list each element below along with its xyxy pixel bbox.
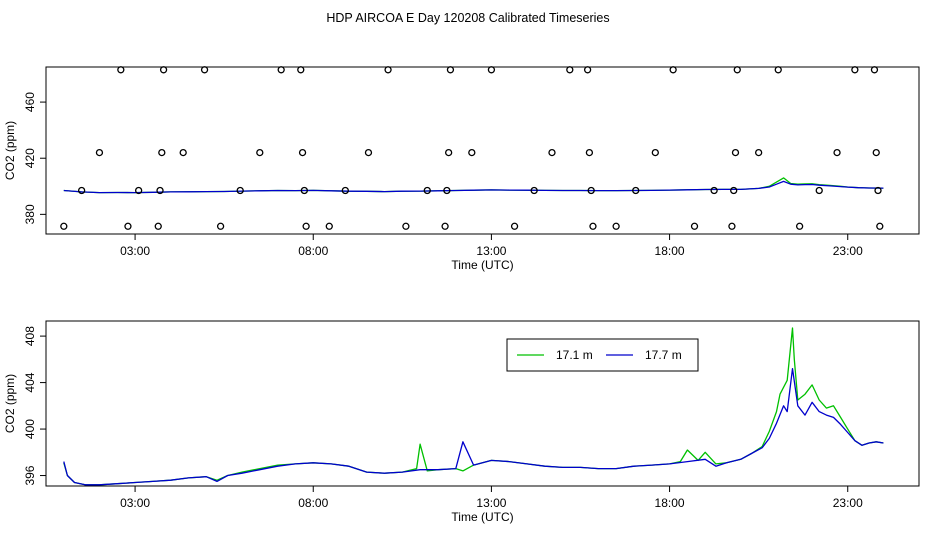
data-point xyxy=(583,66,592,74)
data-point xyxy=(755,148,763,157)
data-point xyxy=(851,66,859,74)
x-tick-label: 03:00 xyxy=(120,244,150,258)
x-tick-label: 18:00 xyxy=(655,496,685,510)
series-line-17-7-m xyxy=(63,180,884,194)
data-point xyxy=(589,222,597,230)
series-line-17-1-m xyxy=(63,327,884,486)
y-tick-label: 380 xyxy=(23,204,37,224)
data-point xyxy=(669,66,677,74)
data-point xyxy=(134,186,143,195)
data-point xyxy=(154,222,162,230)
bottom-panel: 03:00 08:00 13:00 18:00 23:00 396 400 404 408 Tim… xyxy=(3,320,920,524)
data-point xyxy=(870,66,879,74)
y-axis-label: CO2 (ppm) xyxy=(3,121,17,180)
plot-frame xyxy=(45,320,920,487)
data-point xyxy=(446,66,455,74)
x-tick-label: 08:00 xyxy=(298,496,328,510)
top-panel: 03:00 08:00 13:00 18:00 23:00 380 420 460 Time (… xyxy=(3,66,920,272)
data-point xyxy=(297,66,305,74)
y-tick-label: 460 xyxy=(23,92,37,112)
data-point xyxy=(587,186,595,195)
data-point xyxy=(298,148,307,157)
y-tick-label: 400 xyxy=(23,419,37,439)
data-point xyxy=(156,186,164,195)
y-tick-label: 408 xyxy=(23,326,37,346)
data-point xyxy=(179,148,187,157)
data-point xyxy=(710,186,718,195)
data-point xyxy=(690,222,699,230)
data-point xyxy=(325,222,333,230)
y-tick-label: 404 xyxy=(23,372,37,392)
data-point xyxy=(566,66,574,74)
x-axis-label: Time (UTC) xyxy=(451,258,513,272)
data-point xyxy=(733,66,741,74)
data-point xyxy=(876,222,884,230)
data-point xyxy=(423,186,431,195)
y-tick-label: 396 xyxy=(23,465,37,485)
series-line-17-7-m xyxy=(63,367,884,486)
x-tick-label: 13:00 xyxy=(476,244,506,258)
data-point xyxy=(833,148,841,157)
data-point xyxy=(117,66,125,74)
data-point xyxy=(158,148,166,157)
data-point xyxy=(444,148,453,157)
data-point xyxy=(731,148,740,157)
data-point xyxy=(443,186,451,195)
legend-label: 17.7 m xyxy=(645,348,682,362)
data-point xyxy=(60,222,68,230)
x-tick-label: 23:00 xyxy=(833,496,863,510)
data-point xyxy=(510,222,519,230)
data-point xyxy=(548,148,556,157)
x-tick-label: 03:00 xyxy=(120,496,150,510)
data-point xyxy=(77,186,86,195)
data-point xyxy=(300,186,308,195)
figure-title: HDP AIRCOA E Day 120208 Calibrated Times… xyxy=(326,11,609,25)
data-point xyxy=(730,186,738,195)
data-point xyxy=(302,222,310,230)
x-tick-label: 08:00 xyxy=(298,244,328,258)
y-tick-label: 420 xyxy=(23,148,37,168)
data-point xyxy=(256,148,264,157)
data-point xyxy=(384,66,392,74)
data-point xyxy=(612,222,620,230)
data-point xyxy=(124,222,132,230)
data-point xyxy=(487,66,496,74)
x-tick-label: 13:00 xyxy=(476,496,506,510)
data-point xyxy=(651,148,659,157)
legend-label: 17.1 m xyxy=(556,348,593,362)
data-point xyxy=(774,66,782,74)
data-point xyxy=(585,148,594,157)
data-point xyxy=(236,186,244,195)
data-point xyxy=(815,186,823,195)
data-point xyxy=(341,186,349,195)
data-point xyxy=(441,222,449,230)
data-point xyxy=(277,66,285,74)
data-point xyxy=(402,222,410,230)
data-point xyxy=(216,222,225,230)
data-point xyxy=(95,148,104,157)
plot-frame xyxy=(45,66,920,235)
x-tick-label: 23:00 xyxy=(833,244,863,258)
data-point xyxy=(632,186,640,195)
data-point xyxy=(874,186,882,195)
data-point xyxy=(468,148,476,157)
data-point xyxy=(364,148,373,157)
data-point xyxy=(872,148,880,157)
data-point xyxy=(728,222,736,230)
y-axis-label: CO2 (ppm) xyxy=(3,374,17,433)
data-point xyxy=(530,186,538,195)
data-point xyxy=(159,66,168,74)
x-axis-label: Time (UTC) xyxy=(451,510,513,524)
data-point xyxy=(200,66,209,74)
x-tick-label: 18:00 xyxy=(655,244,685,258)
data-point xyxy=(795,222,804,230)
